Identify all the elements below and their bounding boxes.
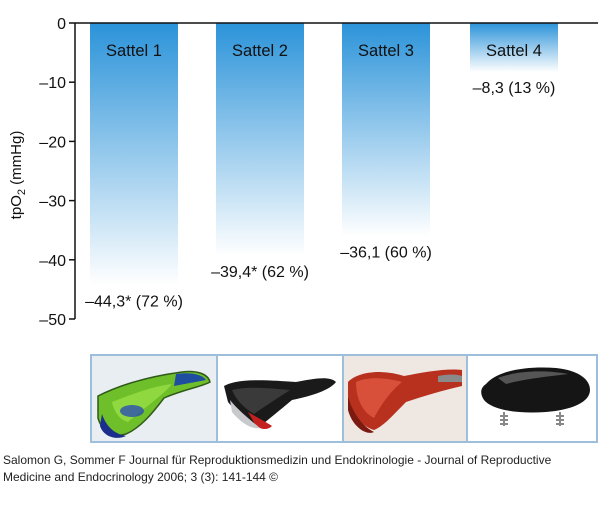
y-tick-label: 0 — [57, 16, 66, 33]
saddle-photo-strip — [90, 354, 598, 443]
y-axis-label: tpO2 (mmHg) — [8, 131, 28, 220]
value-label-4: –8,3 (13 %) — [473, 80, 556, 97]
bar-2 — [216, 23, 304, 257]
category-label-1: Sattel 1 — [106, 42, 162, 60]
caption-line-1: Salomon G, Sommer F Journal für Reproduk… — [3, 453, 552, 467]
value-label-3: –36,1 (60 %) — [340, 245, 432, 262]
y-tick-label: –20 — [39, 134, 66, 151]
y-tick-label: –10 — [39, 75, 66, 92]
chart: Sattel 1 –44,3* (72 %) Sattel 2 –39,4* (62 … — [8, 16, 598, 329]
caption-line-2: Medicine and Endocrinology 2006; 3 (3): … — [3, 470, 279, 484]
category-label-2: Sattel 2 — [232, 42, 288, 60]
y-tick-label: –30 — [39, 194, 66, 211]
bar-3 — [342, 23, 430, 237]
category-label-3: Sattel 3 — [358, 42, 414, 60]
y-tick-label: –50 — [39, 312, 66, 329]
saddle-photo-3 — [344, 356, 466, 441]
bar-4 — [470, 23, 558, 73]
value-label-2: –39,4* (62 %) — [211, 264, 309, 281]
y-tick-label: –40 — [39, 253, 66, 270]
saddle-photo-2 — [218, 356, 342, 441]
figure-caption: Salomon G, Sommer F Journal für Reproduk… — [3, 452, 597, 486]
category-label-4: Sattel 4 — [486, 42, 542, 60]
bar-1 — [90, 23, 178, 286]
saddle-photo-4 — [468, 356, 596, 441]
saddle-photo-1 — [92, 356, 216, 441]
value-label-1: –44,3* (72 %) — [85, 293, 183, 310]
